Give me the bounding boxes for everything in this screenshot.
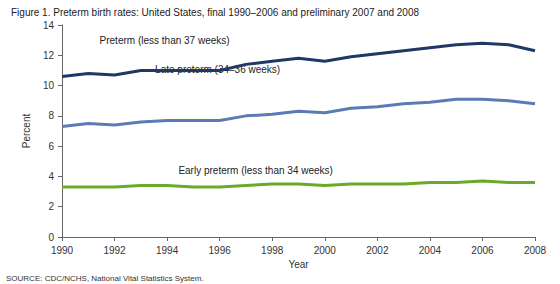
svg-text:0: 0: [48, 232, 54, 243]
svg-text:2002: 2002: [366, 245, 389, 256]
svg-text:SOURCE: CDC/NCHS, National Vit: SOURCE: CDC/NCHS, National Vital Statist…: [6, 274, 204, 283]
svg-text:Preterm (less than 37 weeks): Preterm (less than 37 weeks): [100, 35, 230, 46]
svg-text:14: 14: [43, 20, 55, 31]
svg-text:2006: 2006: [471, 245, 494, 256]
svg-text:1992: 1992: [103, 245, 126, 256]
svg-text:2008: 2008: [524, 245, 547, 256]
svg-text:Figure 1. Preterm birth rates:: Figure 1. Preterm birth rates: United St…: [11, 7, 419, 18]
svg-text:2004: 2004: [419, 245, 442, 256]
svg-text:6: 6: [48, 141, 54, 152]
svg-text:1990: 1990: [51, 245, 74, 256]
svg-text:2000: 2000: [314, 245, 337, 256]
svg-text:Year: Year: [288, 259, 309, 270]
svg-text:8: 8: [48, 110, 54, 121]
svg-text:4: 4: [48, 171, 54, 182]
svg-text:Early preterm (less than 34 we: Early preterm (less than 34 weeks): [178, 165, 333, 176]
svg-text:1994: 1994: [156, 245, 179, 256]
svg-text:1998: 1998: [261, 245, 284, 256]
svg-text:1996: 1996: [209, 245, 232, 256]
svg-text:2: 2: [48, 201, 54, 212]
svg-text:12: 12: [43, 50, 55, 61]
svg-text:Late preterm (34–36 weeks): Late preterm (34–36 weeks): [155, 63, 281, 75]
svg-text:10: 10: [43, 80, 55, 91]
svg-text:Percent: Percent: [21, 114, 32, 149]
